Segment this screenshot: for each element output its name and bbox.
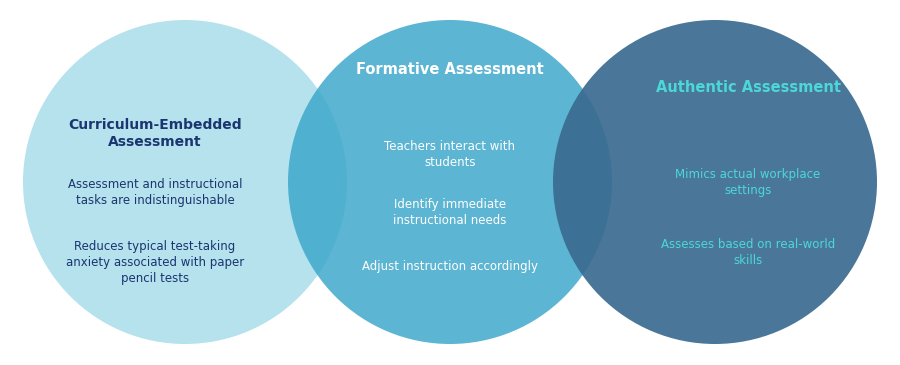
Circle shape (288, 20, 612, 344)
Circle shape (553, 20, 877, 344)
Text: Identify immediate
instructional needs: Identify immediate instructional needs (393, 198, 507, 227)
Text: Assessment and instructional
tasks are indistinguishable: Assessment and instructional tasks are i… (68, 178, 242, 207)
Text: Curriculum-Embedded
Assessment: Curriculum-Embedded Assessment (68, 118, 242, 149)
Circle shape (23, 20, 347, 344)
Text: Authentic Assessment: Authentic Assessment (655, 80, 841, 95)
Text: Assesses based on real-world
skills: Assesses based on real-world skills (661, 238, 835, 267)
Text: Adjust instruction accordingly: Adjust instruction accordingly (362, 260, 538, 273)
Text: Formative Assessment: Formative Assessment (356, 62, 544, 77)
Text: Mimics actual workplace
settings: Mimics actual workplace settings (675, 168, 821, 197)
Text: Teachers interact with
students: Teachers interact with students (384, 140, 516, 169)
Text: Reduces typical test-taking
anxiety associated with paper
pencil tests: Reduces typical test-taking anxiety asso… (66, 240, 244, 285)
